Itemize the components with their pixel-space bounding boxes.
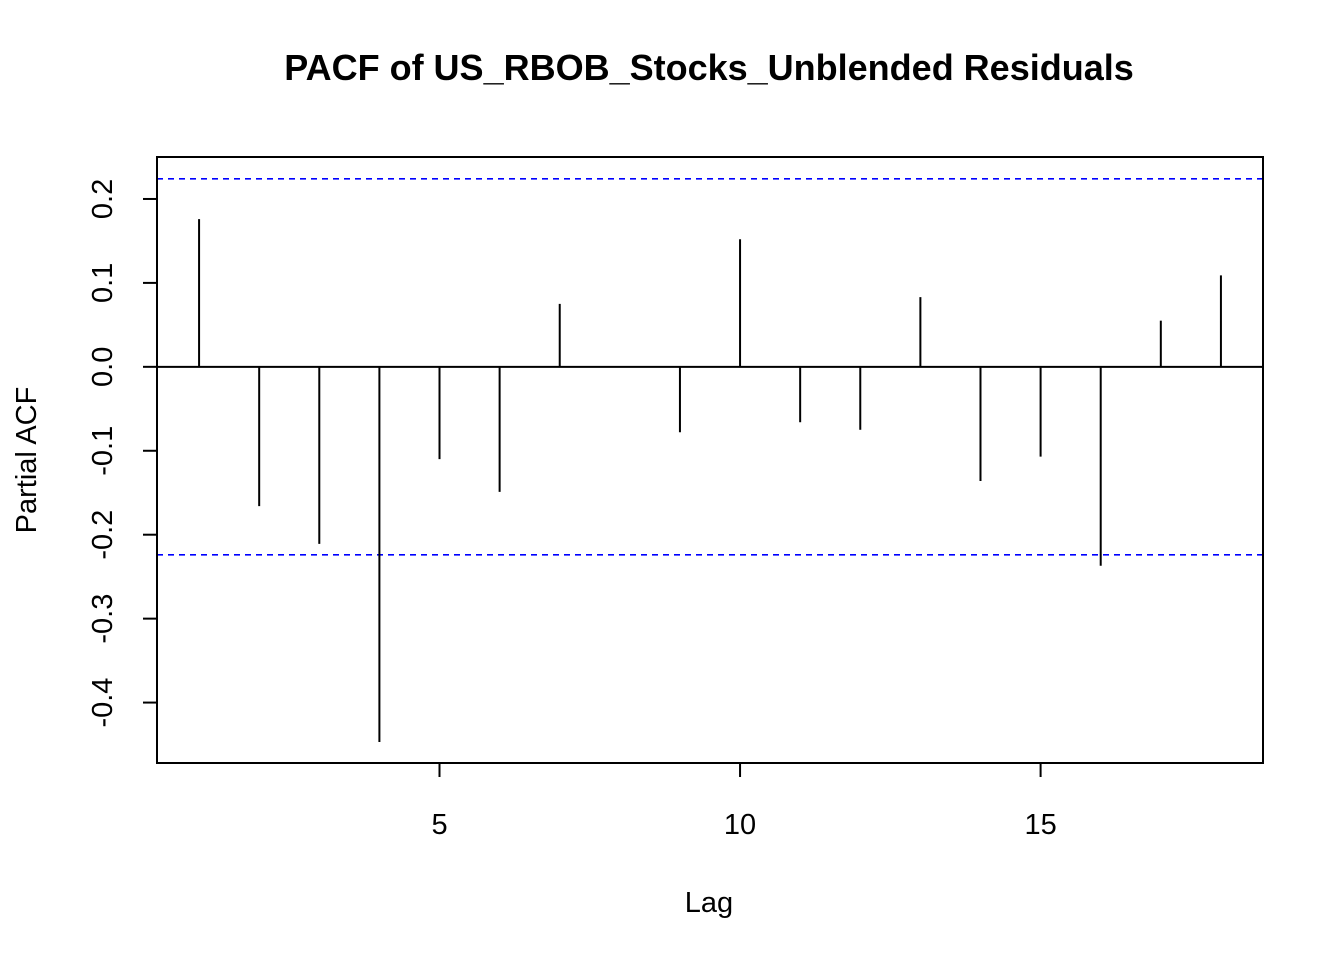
plot-border xyxy=(156,156,1264,764)
y-tick-label-0.2: 0.2 xyxy=(87,179,119,219)
y-tick-label--0.3: -0.3 xyxy=(87,594,119,644)
x-tick-label-15: 15 xyxy=(1024,809,1056,841)
chart-title: PACF of US_RBOB_Stocks_Unblended Residua… xyxy=(284,47,1134,88)
x-axis-label: Lag xyxy=(685,887,733,919)
y-tick-label--0.4: -0.4 xyxy=(87,678,119,728)
y-tick-label--0.2: -0.2 xyxy=(87,510,119,560)
y-axis-label: Partial ACF xyxy=(11,387,43,534)
x-tick-label-5: 5 xyxy=(431,809,447,841)
y-tick-label--0.1: -0.1 xyxy=(87,426,119,476)
x-tick-label-10: 10 xyxy=(724,809,756,841)
y-tick-label-0.1: 0.1 xyxy=(87,263,119,303)
y-tick-label-0.0: 0.0 xyxy=(87,347,119,387)
plot-area: 5 10 15 -0.4 -0.3 -0.2 -0.1 0.0 0.1 0.2 xyxy=(87,156,1264,841)
